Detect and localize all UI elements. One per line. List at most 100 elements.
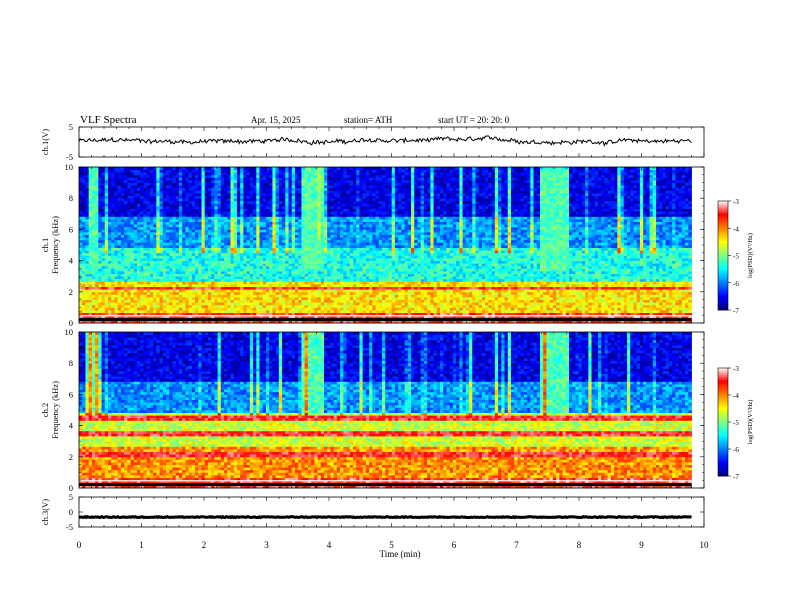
colorbar-swatch: [718, 215, 728, 218]
colorbar-swatch: [718, 259, 728, 262]
colorbar-swatch: [718, 396, 728, 399]
colorbar-swatch: [718, 387, 728, 390]
y-tick-label: 5: [69, 492, 73, 502]
y-tick-label: 8: [69, 193, 73, 203]
colorbar-swatch: [718, 407, 728, 410]
x-tick-label: 10: [700, 540, 710, 550]
x-tick-label: 7: [514, 540, 519, 550]
colorbar-swatch: [718, 434, 728, 437]
colorbar-swatch: [718, 472, 728, 475]
colorbar-swatch: [718, 454, 728, 457]
colorbar-swatch: [718, 280, 728, 284]
colorbar-swatch: [718, 204, 728, 207]
colorbar-swatch: [718, 210, 728, 213]
colorbar-swatch: [718, 465, 728, 468]
x-tick-label: 9: [639, 540, 644, 550]
low-frequency-band: [79, 315, 692, 317]
colorbar-swatch: [718, 275, 728, 278]
colorbar-swatch: [718, 431, 728, 434]
colorbar-swatch: [718, 389, 728, 392]
colorbar-label: log(PSD)(V²/Hz): [747, 233, 754, 278]
colorbar-swatch: [718, 228, 728, 231]
station-label: station= ATH: [344, 115, 393, 125]
x-tick-label: 0: [77, 540, 82, 550]
y-tick-label: 5: [69, 122, 73, 132]
y-tick-label: 2: [69, 452, 73, 462]
colorbar-swatch: [718, 416, 728, 419]
low-frequency-band: [79, 480, 692, 482]
colorbar-swatch: [718, 270, 728, 273]
colorbar-swatch: [718, 391, 728, 394]
colorbar-swatch: [718, 422, 728, 425]
x-tick-label: 3: [264, 540, 269, 550]
y-tick-label: 6: [69, 224, 73, 234]
colorbar-swatch: [718, 452, 728, 455]
colorbar-swatch: [718, 369, 728, 372]
colorbar-swatch: [718, 429, 728, 432]
colorbar-swatch: [718, 264, 728, 267]
colorbar-swatch: [718, 409, 728, 412]
colorbar-swatch: [718, 371, 728, 374]
colorbar-swatch: [718, 468, 728, 471]
y-tick-label: 0: [69, 483, 73, 493]
colorbar-swatch: [718, 386, 728, 389]
colorbar-swatch: [718, 440, 728, 443]
colorbar-swatch: [718, 248, 728, 251]
colorbar-swatch: [718, 211, 728, 215]
colorbar-swatch: [718, 286, 728, 289]
ch3-voltage-trace: [78, 514, 692, 520]
ch2-spectrogram-panel: 0 2 4 6 8 10 ch.2 Frequency (kHz): [40, 327, 705, 493]
colorbar-swatch: [718, 404, 728, 407]
colorbar-swatch: [718, 441, 728, 444]
colorbar-swatch: [718, 231, 728, 235]
colorbar-swatch: [718, 253, 728, 256]
colorbar-swatch: [718, 449, 728, 452]
colorbar-swatch: [718, 279, 728, 282]
colorbar-swatch: [718, 414, 728, 417]
colorbar-swatch: [718, 290, 728, 293]
colorbar-swatch: [718, 463, 728, 466]
colorbar-swatch: [718, 302, 728, 305]
colorbar-swatch: [718, 282, 728, 285]
date-label: Apr. 15, 2025: [251, 115, 301, 125]
colorbar-label: log(PSD)(V²/Hz): [747, 400, 754, 445]
colorbar-swatch: [718, 297, 728, 300]
colorbar-swatch: [718, 244, 728, 247]
colorbar-swatch: [718, 273, 728, 276]
colorbar-swatch: [718, 368, 728, 371]
colorbar-swatch: [718, 291, 728, 295]
colorbar-swatch: [718, 217, 728, 220]
colorbar-swatch: [718, 222, 728, 226]
colorbar-swatch: [718, 461, 728, 464]
ch1-voltage-panel: 5 -5 ch.1(V): [40, 122, 705, 162]
colorbar-swatch: [718, 418, 728, 421]
colorbar-swatch: [718, 420, 728, 423]
colorbar-swatch: [718, 458, 728, 461]
colorbar-swatch: [718, 219, 728, 222]
colorbar-swatch: [718, 450, 728, 453]
colorbar-tick-label: -3: [733, 198, 739, 206]
low-frequency-band: [79, 318, 692, 322]
colorbar-swatch: [718, 413, 728, 416]
y-tick-label: 0: [69, 507, 73, 517]
colorbar-swatch: [718, 423, 728, 426]
y-tick-label: 10: [65, 327, 74, 337]
colorbar-swatch: [718, 284, 728, 287]
x-tick-label: 8: [577, 540, 582, 550]
colorbar-tick-label: -4: [733, 392, 739, 400]
colorbar-swatch: [718, 213, 728, 216]
colorbar-ch1: -3 -4 -5 -6 -7 log(PSD)(V²/Hz): [717, 198, 754, 315]
y-axis-label: ch.3(V): [40, 499, 50, 525]
x-tick-label: 1: [139, 540, 144, 550]
x-tick-label: 6: [452, 540, 457, 550]
colorbar-swatch: [718, 474, 728, 477]
colorbar-tick-label: -3: [733, 365, 739, 373]
colorbar-swatch: [718, 300, 728, 304]
y-tick-label: 10: [65, 162, 74, 172]
colorbar-swatch: [718, 304, 728, 307]
colorbar-swatch: [718, 384, 728, 387]
colorbar-swatch: [718, 208, 728, 211]
colorbar-swatch: [718, 250, 728, 253]
y-tick-label: 2: [69, 287, 73, 297]
